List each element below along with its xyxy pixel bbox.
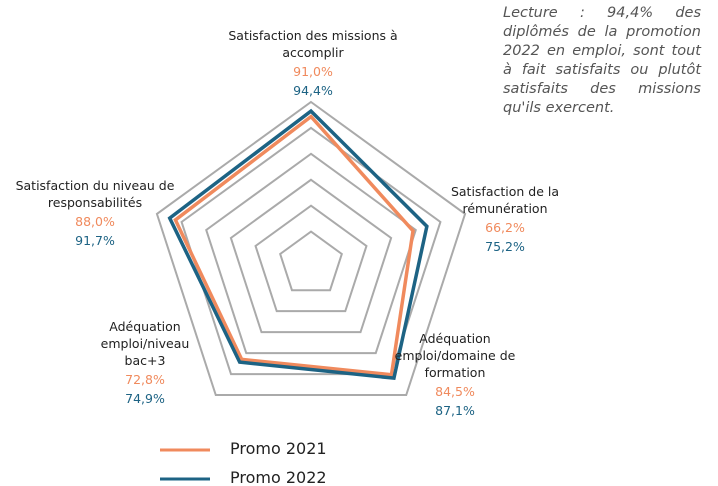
axis-label: Adéquation emploi/niveau bac+3 [100,319,190,368]
value-label: 91,7% [75,233,115,248]
value-label: 88,0% [75,214,115,229]
series-line [173,114,415,377]
annotation: Lecture : 94,4% des diplômés de la promo… [503,5,701,116]
legend-label: Promo 2022 [230,468,327,486]
grid-ring [180,126,442,376]
value-label: 66,2% [485,220,525,235]
grid-ring [279,230,343,292]
axis-label: Satisfaction des missions à accomplir [228,28,398,60]
value-label: 75,2% [485,239,525,254]
value-label: 94,4% [293,83,333,98]
value-label: 74,9% [125,391,165,406]
grid-ring [229,178,393,334]
axis-label: Satisfaction de la rémunération [450,184,560,216]
legend-label: Promo 2021 [230,439,327,458]
grid-ring [205,152,417,355]
value-label: 72,8% [125,372,165,387]
value-label: 84,5% [435,384,475,399]
series-line [167,108,429,381]
grid-ring [155,100,467,397]
axis-label: Adéquation emploi/domaine de formation [394,331,516,380]
value-label: 87,1% [435,403,475,418]
grid-ring [254,204,368,313]
value-label: 91,0% [293,64,333,79]
axis-label: Satisfaction du niveau de responsabilité… [15,178,175,210]
